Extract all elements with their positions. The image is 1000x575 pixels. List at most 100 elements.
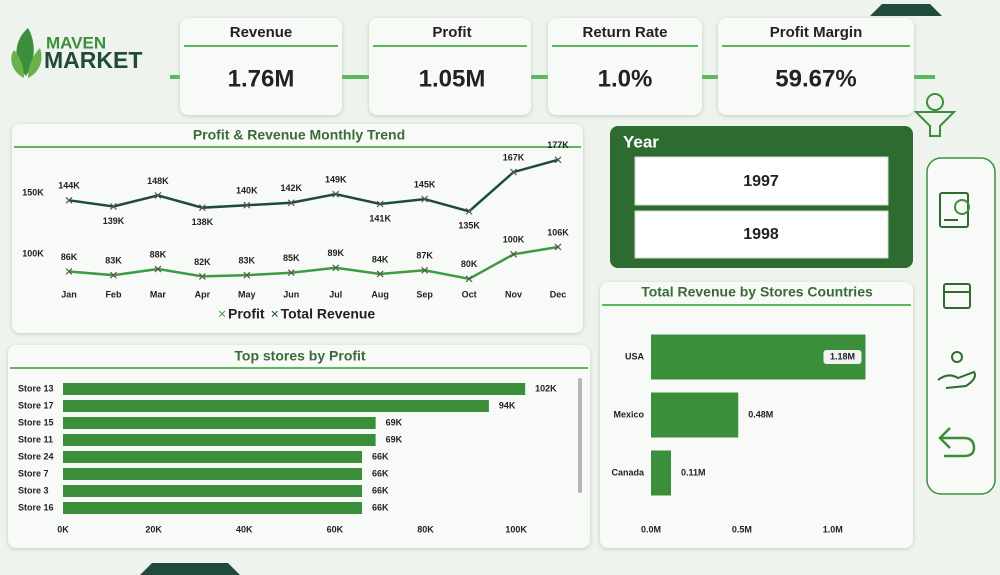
card (369, 18, 531, 115)
slicer-item[interactable] (634, 210, 889, 259)
point-marker (421, 266, 429, 274)
legend-label: Profit (228, 306, 265, 322)
data-label: 66K (372, 451, 389, 461)
kpi-card: Profit 1.05M (369, 18, 531, 115)
point-marker (376, 270, 384, 278)
data-label: 139K (103, 216, 125, 226)
line-chart-panel (12, 124, 583, 333)
point-marker (332, 190, 340, 198)
point-marker (554, 243, 562, 251)
decoration (870, 4, 942, 16)
data-label: 69K (386, 417, 403, 427)
point-marker (65, 196, 73, 204)
x-tick-label: Oct (462, 289, 477, 299)
bar-chart-panel (8, 345, 590, 548)
x-tick-label: 20K (145, 524, 162, 534)
point-marker (421, 195, 429, 203)
point-marker (465, 207, 473, 215)
bar (651, 392, 739, 438)
category-label: Mexico (613, 409, 644, 419)
data-label: 94K (499, 400, 516, 410)
data-label: 89K (327, 248, 344, 258)
point-marker (332, 264, 340, 272)
x-tick-label: 100K (505, 524, 527, 534)
category-label: Store 7 (18, 468, 49, 478)
data-label: 88K (150, 249, 167, 259)
category-label: USA (625, 351, 645, 361)
category-label: Store 13 (18, 383, 54, 393)
kpi-value: 1.76M (228, 65, 295, 92)
category-label: Store 24 (18, 451, 54, 461)
legend-label: Total Revenue (281, 306, 376, 322)
data-label: 66K (372, 485, 389, 495)
x-tick-label: Sep (416, 289, 433, 299)
chart-title: Profit & Revenue Monthly Trend (193, 127, 405, 143)
data-label: 0.11M (681, 467, 706, 477)
legend-marker: × (218, 306, 226, 322)
data-label: 106K (547, 227, 569, 237)
category-label: Store 16 (18, 502, 54, 512)
x-tick-label: 1.0M (823, 524, 843, 534)
year-slicer: Year 1997 1998 (610, 126, 913, 268)
data-label: 82K (194, 257, 211, 267)
x-tick-label: Nov (505, 289, 522, 299)
bar (651, 450, 671, 496)
nav-customer[interactable] (937, 351, 976, 389)
bar (63, 434, 376, 446)
x-tick-label: Dec (550, 289, 567, 299)
data-label: 83K (239, 256, 256, 266)
bar (63, 502, 363, 514)
kpi-card: Revenue 1.76M (180, 18, 342, 115)
card (718, 18, 914, 115)
data-label: 85K (283, 253, 300, 263)
data-label: 0.48M (748, 409, 773, 419)
slicer-item-label[interactable]: 1997 (743, 173, 779, 190)
kpi-card: Profit Margin 59.67% (718, 18, 914, 115)
data-label: 87K (416, 251, 433, 261)
kpi-value: 59.67% (775, 65, 856, 92)
data-label-bg (823, 350, 862, 364)
category-label: Store 15 (18, 417, 54, 427)
data-label: 66K (372, 468, 389, 478)
chart-title: Total Revenue by Stores Countries (641, 284, 873, 300)
data-label: 1.18M (830, 351, 855, 361)
nav-store[interactable] (943, 283, 971, 309)
data-label: 144K (58, 181, 80, 191)
data-label: 140K (236, 186, 258, 196)
point-marker (287, 199, 295, 207)
point-marker (510, 250, 517, 258)
kpi-label: Profit Margin (770, 24, 863, 41)
logo-leaf (28, 48, 42, 78)
data-label: 148K (147, 176, 169, 186)
x-tick-label: 40K (236, 524, 253, 534)
point-marker (243, 201, 251, 209)
point-marker (287, 269, 295, 277)
point-marker (65, 268, 73, 275)
data-label: 86K (61, 252, 78, 262)
point-marker (376, 200, 384, 208)
slicer-title: Year (623, 132, 659, 151)
nav-report[interactable] (939, 192, 970, 228)
kpi-value: 1.0% (598, 65, 653, 92)
data-label: 138K (192, 217, 214, 227)
point-marker (154, 265, 162, 273)
logo: MAVEN MARKET (11, 28, 142, 78)
x-tick-label: 0K (57, 524, 69, 534)
logo-text: MAVEN (46, 33, 106, 52)
kpi-card: Return Rate 1.0% (548, 18, 702, 115)
point-marker (198, 204, 206, 212)
y-tick-label: 100K (22, 249, 44, 259)
point-marker (243, 271, 251, 279)
slicer-item[interactable] (634, 156, 889, 206)
nav-panel (926, 157, 996, 495)
kpi-value: 1.05M (419, 65, 486, 92)
filter-icon[interactable] (913, 93, 957, 137)
slicer-item-label[interactable]: 1998 (743, 226, 779, 243)
bar (63, 485, 363, 497)
scrollbar[interactable] (578, 378, 582, 493)
nav-back[interactable] (938, 427, 976, 458)
series-line (68, 245, 559, 281)
data-label: 142K (281, 183, 303, 193)
x-tick-label: 80K (417, 524, 434, 534)
